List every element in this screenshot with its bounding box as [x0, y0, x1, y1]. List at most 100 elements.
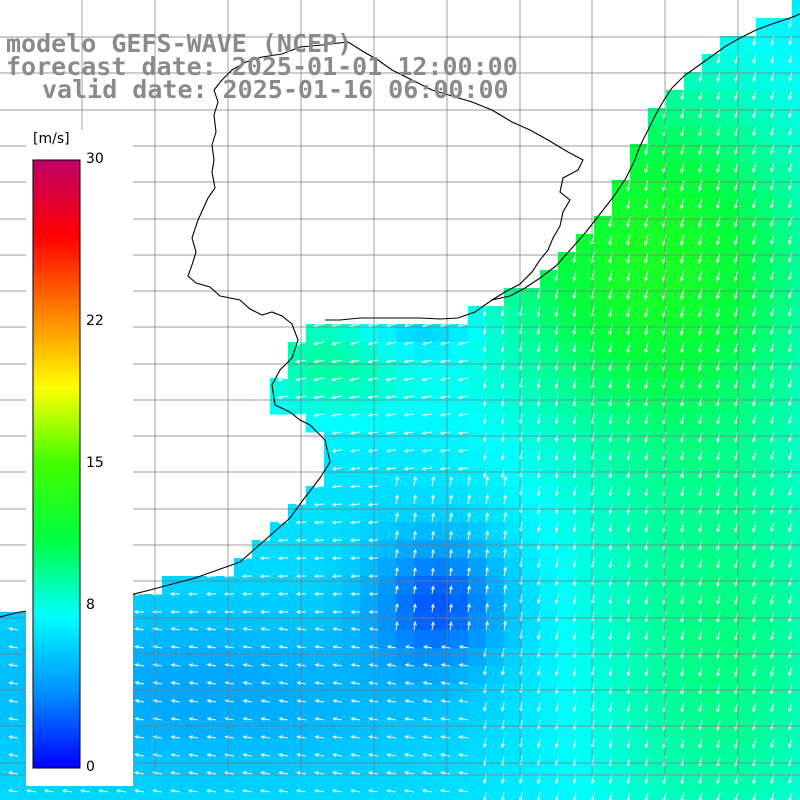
wind-speed-cell: [270, 540, 289, 559]
wind-arrow: [314, 753, 325, 757]
wind-speed-cell: [648, 468, 667, 487]
wind-arrow: [716, 521, 721, 534]
wind-arrow: [8, 627, 19, 631]
wind-speed-cell: [738, 432, 757, 451]
wind-speed-cell: [504, 306, 523, 325]
wind-arrow: [554, 683, 559, 695]
wind-speed-cell: [504, 468, 523, 487]
wind-arrow: [788, 755, 793, 767]
wind-speed-cell: [360, 648, 379, 667]
wind-arrow: [644, 287, 649, 301]
wind-arrow: [536, 359, 541, 372]
wind-arrow: [698, 359, 703, 372]
wind-speed-cell: [792, 432, 800, 451]
wind-arrow: [590, 773, 595, 785]
wind-arrow: [788, 647, 793, 659]
wind-arrow: [313, 556, 325, 561]
wind-speed-cell: [0, 774, 19, 793]
wind-arrow: [421, 413, 433, 417]
wind-arrow: [500, 431, 505, 443]
wind-speed-cell: [378, 486, 397, 505]
wind-arrow: [644, 665, 649, 677]
wind-speed-cell: [414, 702, 433, 721]
wind-arrow: [349, 395, 361, 400]
wind-arrow: [331, 431, 343, 435]
wind-arrow: [500, 413, 505, 425]
wind-speed-cell: [756, 288, 775, 307]
wind-arrow: [770, 233, 775, 246]
wind-speed-cell: [738, 144, 757, 163]
wind-arrow: [170, 699, 181, 703]
wind-arrow: [500, 773, 505, 785]
wind-speed-cell: [198, 666, 217, 685]
wind-arrow: [260, 735, 271, 739]
wind-speed-cell: [684, 774, 703, 793]
wind-speed-cell: [666, 522, 685, 541]
wind-speed-cell: [414, 378, 433, 397]
wind-arrow: [385, 466, 397, 471]
wind-arrow: [698, 251, 703, 264]
wind-speed-cell: [774, 666, 793, 685]
wind-speed-cell: [198, 594, 217, 613]
wind-arrow: [608, 629, 613, 641]
wind-arrow: [662, 791, 667, 800]
wind-speed-cell: [288, 648, 307, 667]
wind-speed-cell: [288, 774, 307, 793]
wind-arrow: [467, 566, 471, 577]
wind-speed-cell: [432, 756, 451, 775]
wind-speed-cell: [576, 648, 595, 667]
wind-speed-cell: [630, 612, 649, 631]
wind-speed-cell: [756, 18, 775, 37]
wind-arrow: [367, 466, 379, 471]
wind-arrow: [644, 737, 649, 749]
wind-arrow: [206, 771, 217, 775]
wind-arrow: [467, 475, 472, 487]
wind-arrow: [349, 448, 361, 453]
wind-speed-cell: [648, 270, 667, 289]
wind-speed-cell: [234, 630, 253, 649]
wind-speed-cell: [612, 234, 631, 253]
wind-speed-cell: [666, 666, 685, 685]
wind-speed-cell: [468, 558, 487, 577]
wind-speed-cell: [648, 216, 667, 235]
wind-speed-cell: [180, 684, 199, 703]
wind-speed-cell: [540, 540, 559, 559]
wind-speed-cell: [594, 504, 613, 523]
wind-speed-cell: [180, 702, 199, 721]
wind-arrow: [554, 665, 559, 677]
wind-speed-cell: [630, 144, 649, 163]
wind-speed-cell: [342, 468, 361, 487]
wind-speed-cell: [522, 756, 541, 775]
wind-arrow: [385, 771, 397, 775]
wind-speed-cell: [612, 774, 631, 793]
wind-arrow: [788, 593, 793, 605]
wind-arrow: [403, 359, 415, 364]
wind-arrow: [395, 548, 399, 559]
wind-speed-cell: [738, 666, 757, 685]
wind-arrow: [330, 377, 343, 382]
wind-speed-cell: [468, 738, 487, 757]
wind-speed-cell: [432, 684, 451, 703]
wind-arrow: [734, 629, 739, 642]
wind-speed-cell: [0, 630, 19, 649]
wind-speed-cell: [774, 54, 793, 73]
wind-speed-cell: [432, 504, 451, 523]
wind-arrow: [350, 574, 361, 579]
wind-arrow: [448, 603, 453, 613]
wind-arrow: [350, 627, 361, 631]
wind-speed-cell: [162, 702, 181, 721]
wind-speed-cell: [198, 720, 217, 739]
wind-speed-cell: [396, 792, 415, 800]
wind-speed-cell: [504, 450, 523, 469]
wind-speed-cell: [756, 198, 775, 217]
wind-speed-cell: [324, 648, 343, 667]
wind-speed-cell: [792, 576, 800, 595]
wind-speed-cell: [540, 648, 559, 667]
wind-speed-cell: [360, 414, 379, 433]
wind-speed-cell: [702, 324, 721, 343]
wind-speed-cell: [414, 792, 433, 800]
wind-speed-cell: [558, 594, 577, 613]
wind-speed-cell: [558, 576, 577, 595]
wind-arrow: [572, 395, 577, 408]
wind-speed-cell: [414, 576, 433, 595]
